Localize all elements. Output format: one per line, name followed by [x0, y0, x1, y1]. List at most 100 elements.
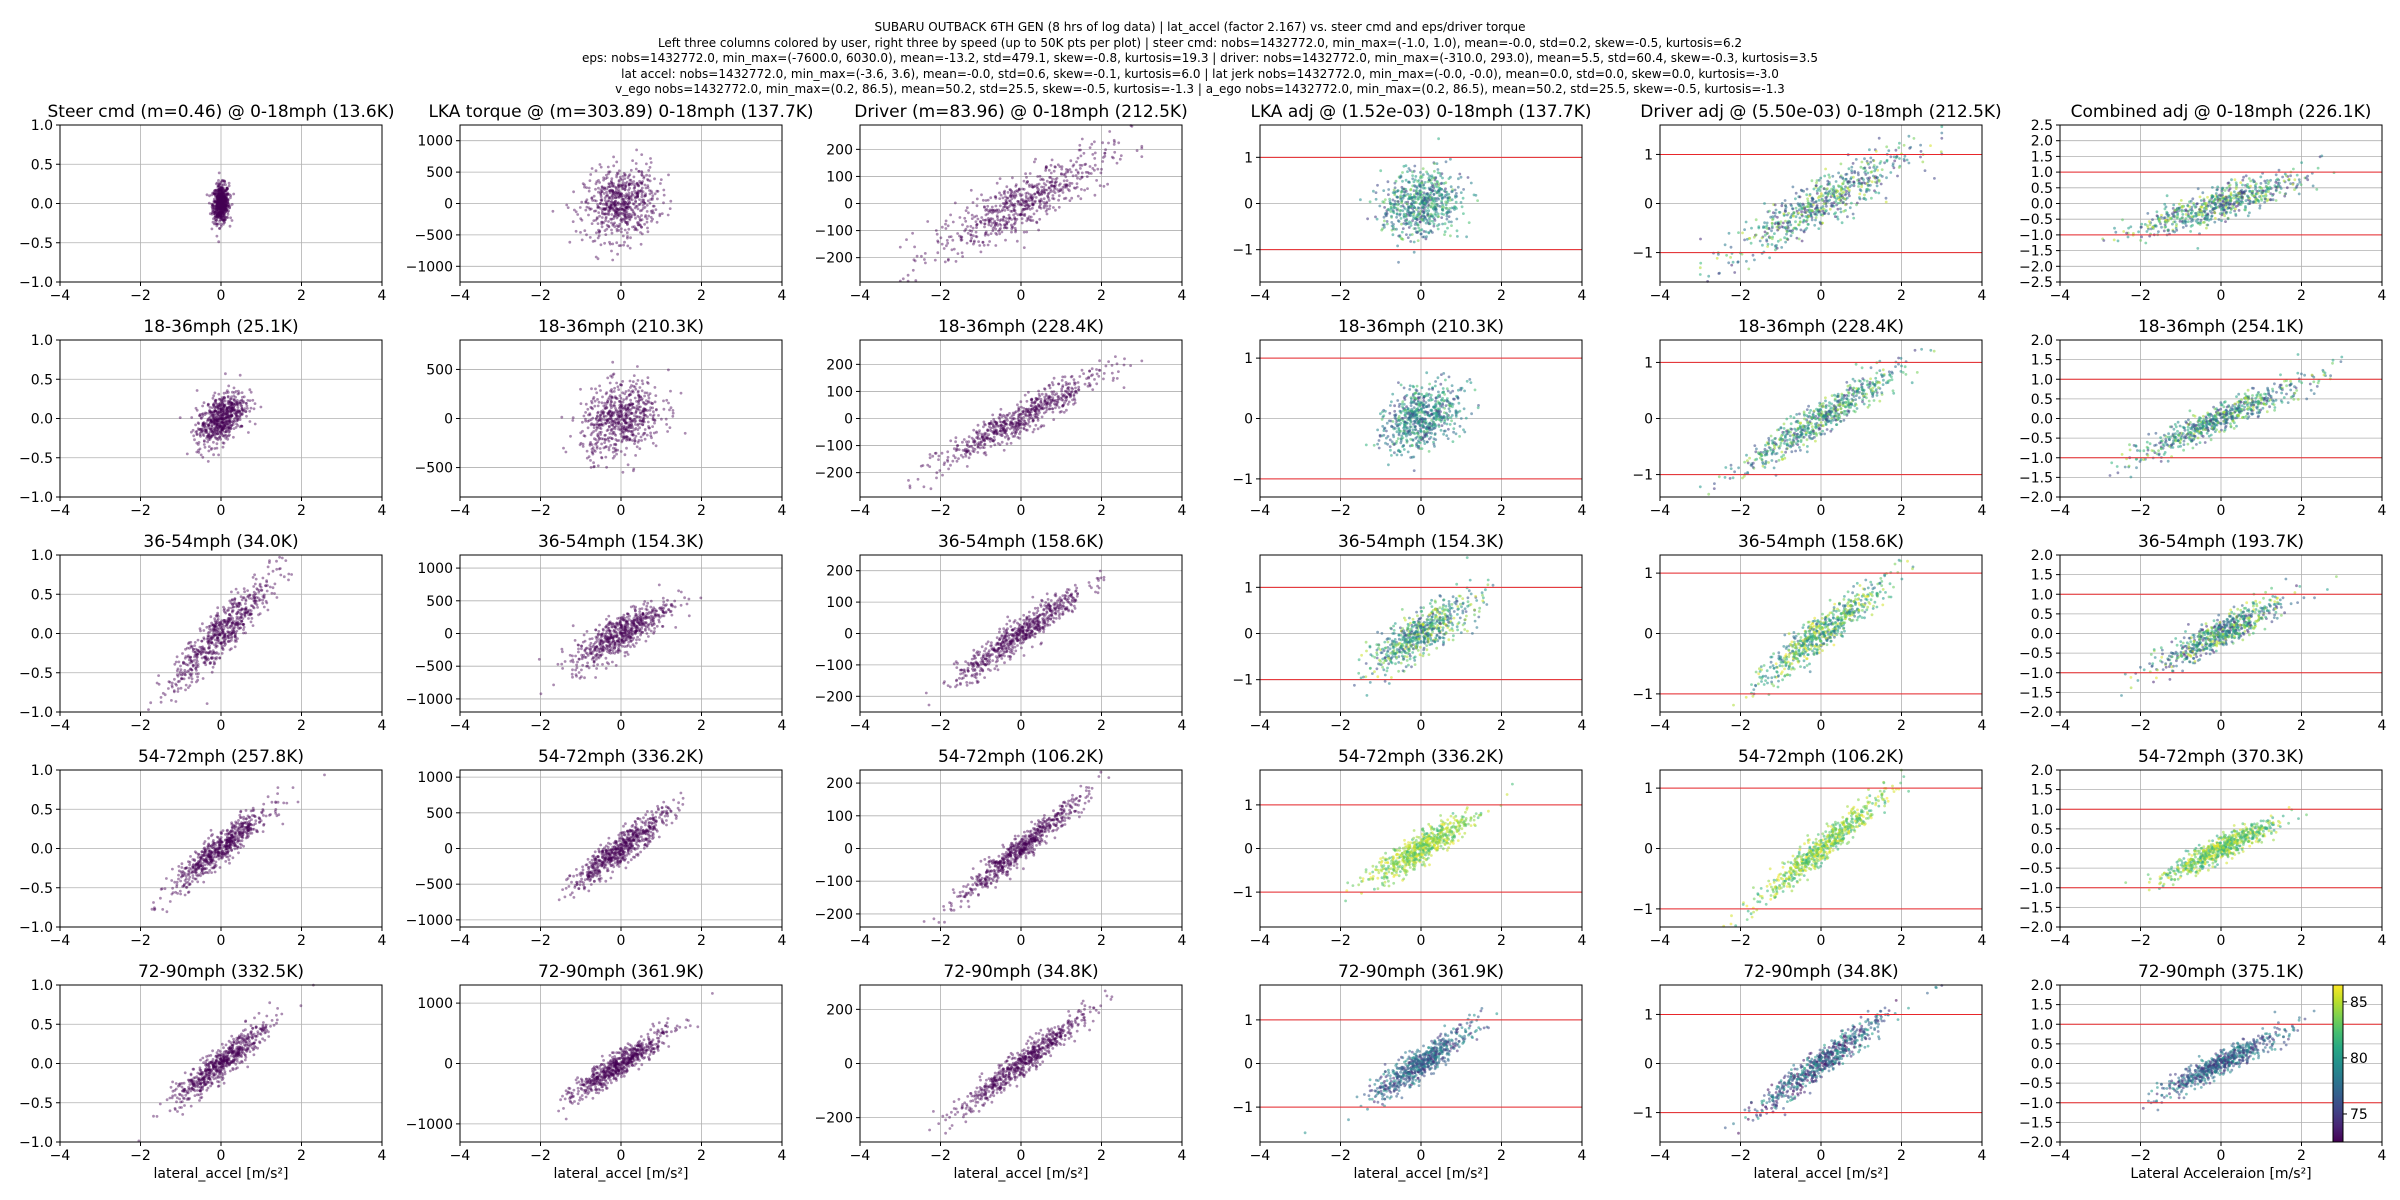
data-point: [2271, 192, 2275, 196]
data-point: [1088, 146, 1092, 150]
data-point: [2186, 214, 2190, 218]
data-point: [218, 435, 222, 439]
data-point: [2140, 222, 2144, 226]
data-point: [223, 199, 227, 203]
y-tick-label: −1.0: [19, 490, 53, 506]
data-point: [1031, 195, 1035, 199]
data-point: [985, 207, 988, 211]
data-point: [997, 229, 1000, 233]
data-point: [195, 441, 199, 445]
data-point: [216, 405, 220, 409]
data-point: [946, 224, 950, 228]
data-point: [2258, 206, 2262, 210]
data-point: [1420, 218, 1424, 222]
data-point: [1450, 220, 1453, 224]
data-point: [2254, 182, 2258, 186]
data-point: [579, 231, 582, 234]
data-point: [222, 214, 226, 217]
data-point: [211, 191, 215, 195]
data-point: [981, 198, 985, 202]
data-point: [229, 216, 233, 220]
data-point: [213, 206, 216, 210]
data-point: [1828, 198, 1831, 202]
data-point: [218, 425, 222, 429]
data-point: [611, 258, 615, 262]
data-point: [1445, 217, 1449, 221]
data-point: [1794, 215, 1798, 219]
data-point: [1843, 193, 1847, 197]
data-point: [1805, 218, 1809, 222]
data-point: [1413, 206, 1416, 210]
data-point: [2295, 185, 2299, 188]
data-point: [1028, 204, 1032, 208]
data-point: [1448, 207, 1452, 210]
data-point: [2297, 192, 2301, 196]
data-point: [218, 193, 222, 197]
data-point: [1396, 200, 1400, 203]
data-point: [1723, 243, 1727, 247]
data-point: [599, 243, 603, 247]
data-point: [998, 232, 1002, 236]
data-point: [2203, 220, 2206, 224]
data-point: [221, 210, 225, 214]
data-point: [1791, 207, 1795, 211]
data-point: [1437, 215, 1440, 218]
data-point: [1836, 201, 1840, 205]
data-point: [1419, 171, 1422, 174]
data-point: [1099, 171, 1103, 175]
data-point: [1447, 210, 1450, 214]
data-point: [1001, 196, 1005, 200]
data-point: [1798, 220, 1802, 224]
data-point: [604, 233, 608, 237]
subplot-title: Combined adj @ 0-18mph (226.1K): [2071, 102, 2372, 122]
data-point: [934, 229, 938, 232]
data-point: [2220, 213, 2224, 217]
data-point: [228, 433, 231, 437]
data-point: [1786, 226, 1790, 230]
data-point: [1408, 169, 1412, 172]
data-point: [609, 217, 613, 221]
data-point: [2184, 208, 2188, 212]
data-point: [1405, 215, 1408, 218]
data-point: [1057, 198, 1060, 202]
data-point: [1413, 178, 1417, 182]
data-point: [587, 189, 591, 193]
data-point: [1745, 237, 1749, 241]
data-point: [1858, 196, 1861, 199]
data-point: [933, 258, 937, 262]
data-point: [1396, 195, 1400, 199]
data-point: [1729, 245, 1733, 249]
data-point: [609, 443, 613, 447]
y-tick-label: 0: [844, 197, 853, 213]
data-point: [219, 196, 223, 200]
x-tick-label: −2: [130, 288, 151, 304]
data-point: [1414, 175, 1418, 178]
y-tick-label: −0.5: [2019, 212, 2053, 228]
data-point: [599, 165, 603, 169]
x-tick-label: 0: [217, 288, 226, 304]
data-point: [1440, 212, 1444, 216]
data-point: [220, 203, 223, 207]
data-point: [1433, 162, 1436, 166]
data-point: [641, 382, 645, 386]
data-point: [1000, 230, 1004, 234]
data-point: [587, 186, 591, 190]
data-point: [2190, 208, 2194, 212]
data-point: [216, 206, 220, 210]
data-point: [1061, 191, 1065, 194]
data-point: [1374, 215, 1377, 219]
data-point: [1376, 183, 1379, 187]
data-point: [1744, 220, 1748, 224]
data-point: [1832, 193, 1836, 197]
data-point: [227, 384, 231, 388]
data-point: [243, 407, 247, 411]
data-point: [1049, 184, 1053, 187]
data-point: [982, 243, 986, 247]
data-point: [193, 438, 196, 442]
data-point: [259, 405, 263, 409]
data-point: [974, 230, 978, 234]
data-point: [1401, 204, 1405, 208]
data-point: [1869, 183, 1872, 187]
data-point: [923, 258, 926, 261]
data-point: [998, 204, 1002, 208]
